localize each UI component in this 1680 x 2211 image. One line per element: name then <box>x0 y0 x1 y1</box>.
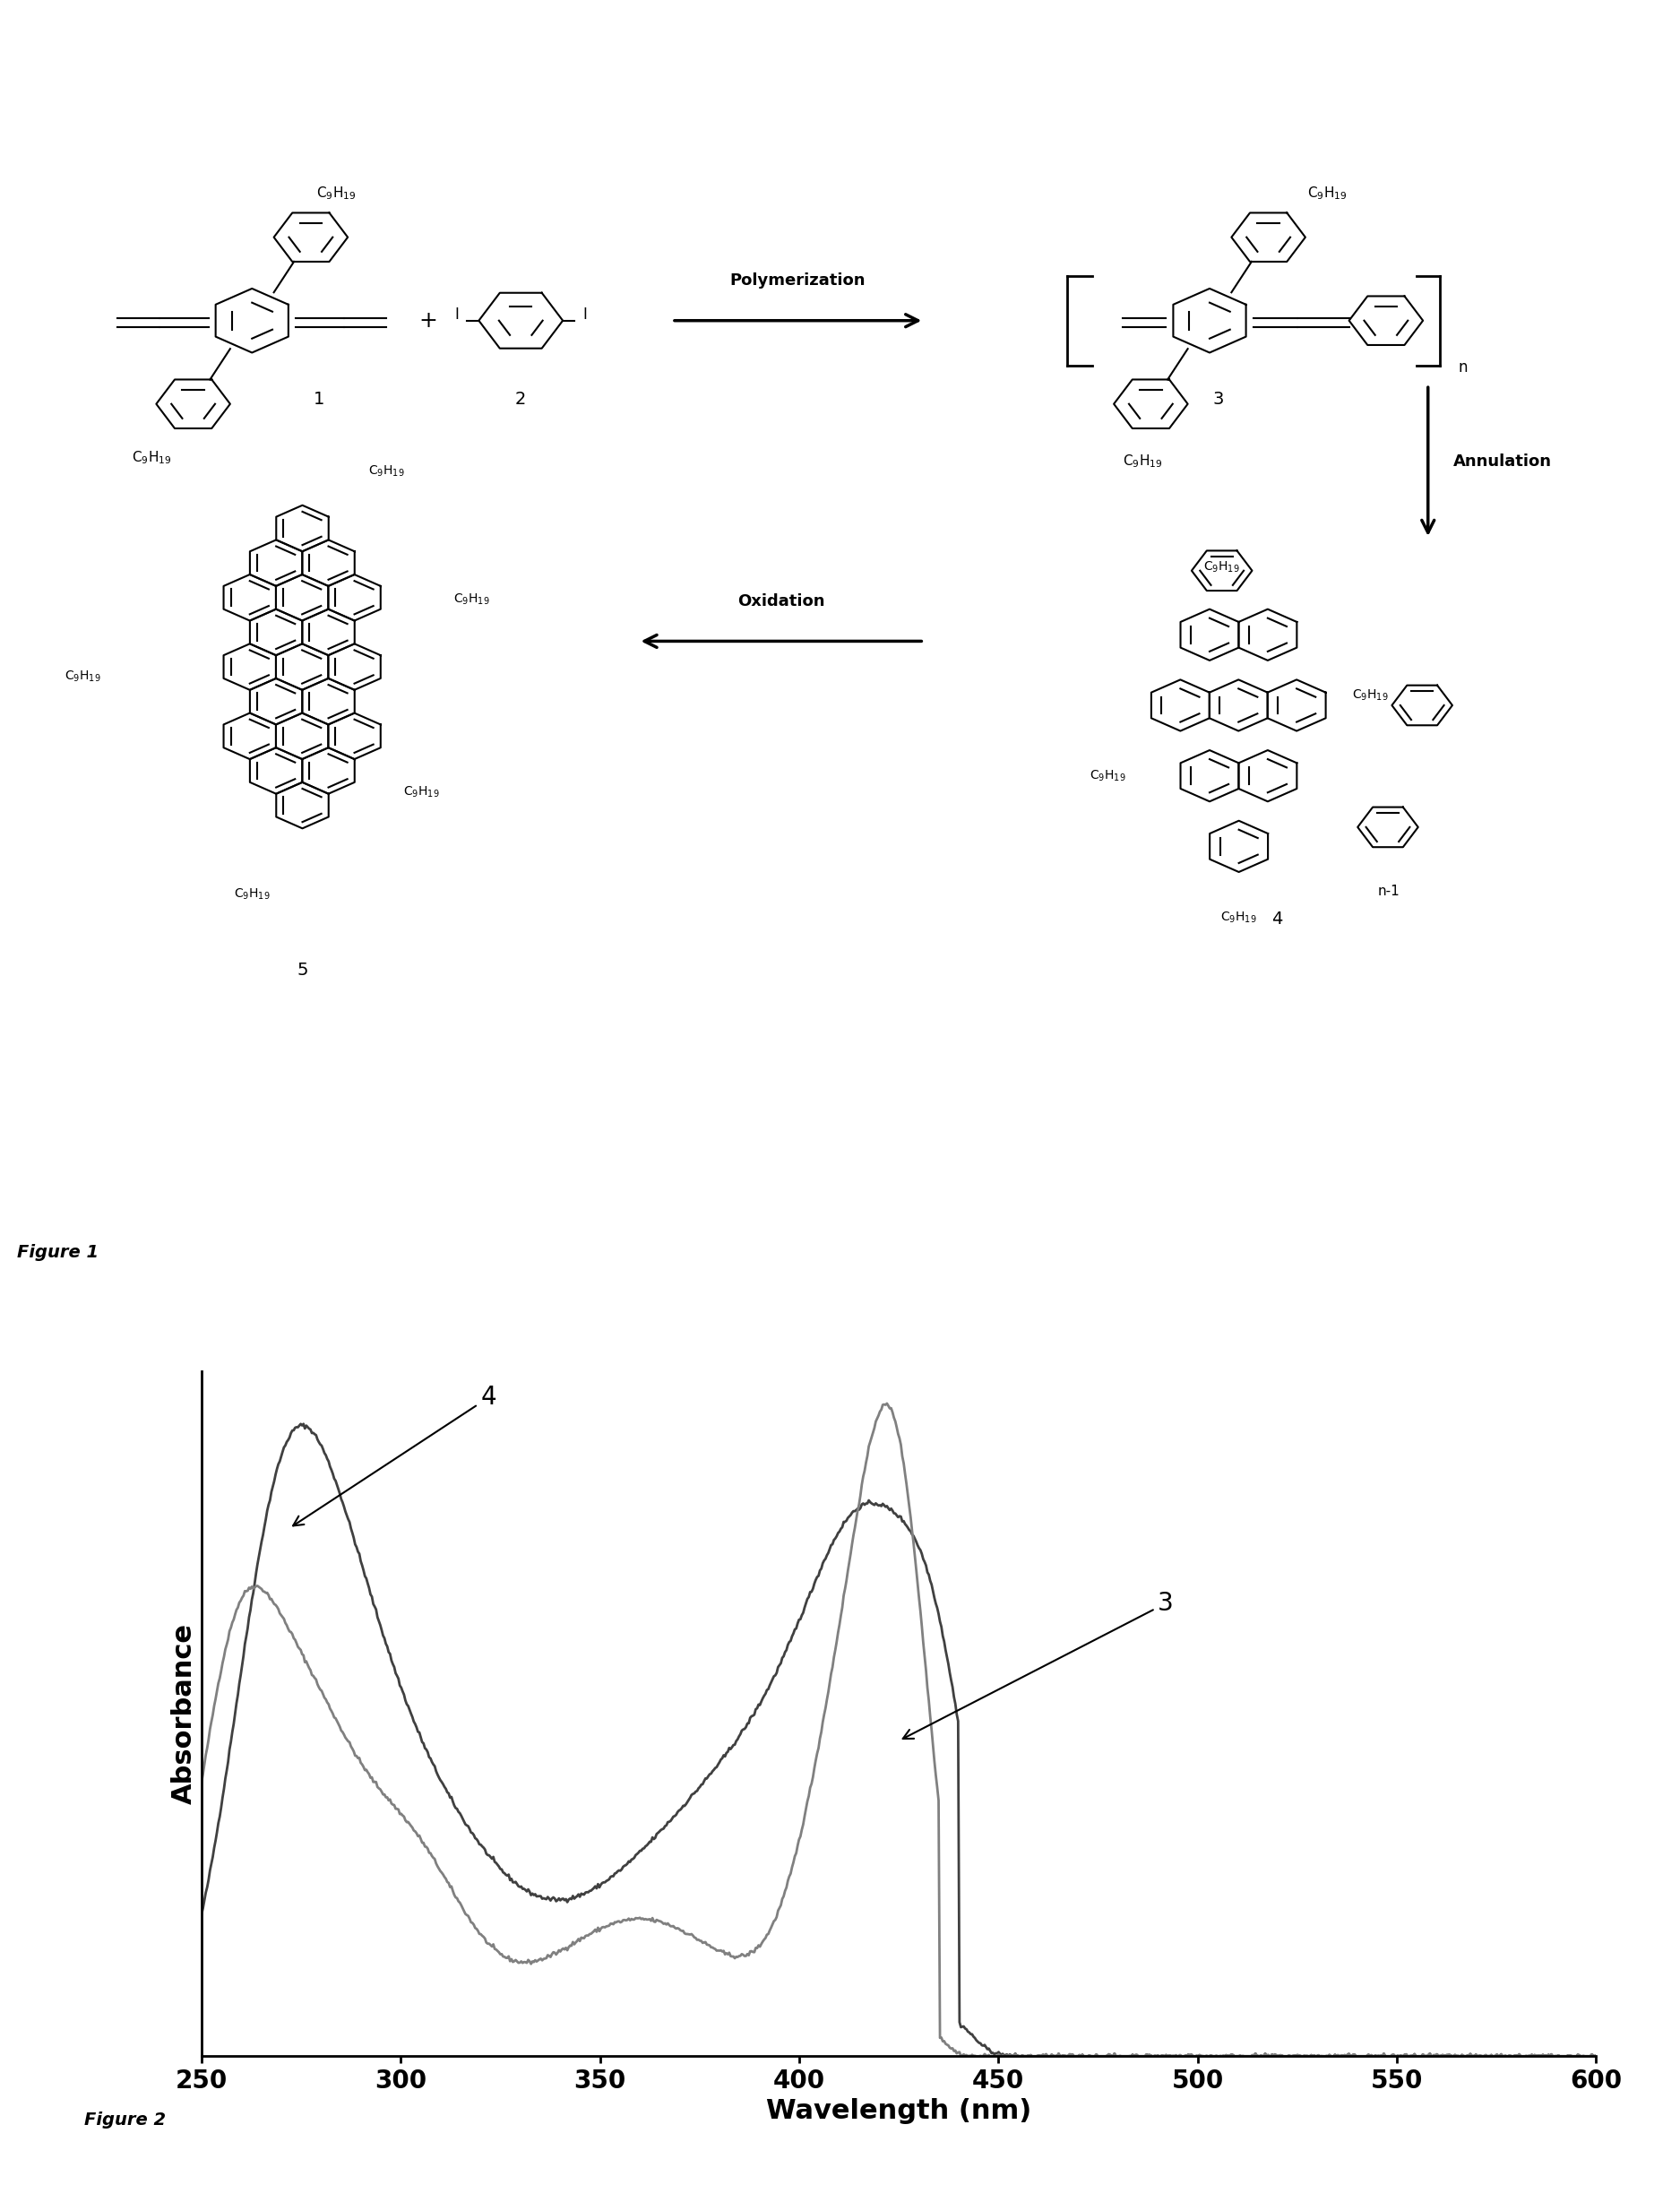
Text: C$_9$H$_{19}$: C$_9$H$_{19}$ <box>234 887 270 902</box>
Text: C$_9$H$_{19}$: C$_9$H$_{19}$ <box>131 449 171 467</box>
Text: 1: 1 <box>314 391 324 409</box>
Text: C$_9$H$_{19}$: C$_9$H$_{19}$ <box>368 464 405 478</box>
Text: 3: 3 <box>1213 391 1223 409</box>
Text: 5: 5 <box>297 962 307 979</box>
Text: 4: 4 <box>292 1384 496 1526</box>
Text: 4: 4 <box>1272 911 1282 929</box>
Text: I: I <box>455 305 459 323</box>
Text: Annulation: Annulation <box>1453 453 1552 469</box>
Text: Oxidation: Oxidation <box>738 593 825 608</box>
Text: I: I <box>583 305 586 323</box>
Text: C$_9$H$_{19}$: C$_9$H$_{19}$ <box>1307 184 1347 201</box>
Y-axis label: Absorbance: Absorbance <box>171 1623 197 1804</box>
Text: C$_9$H$_{19}$: C$_9$H$_{19}$ <box>454 593 491 606</box>
Text: +: + <box>418 310 438 332</box>
Text: n: n <box>1458 358 1468 376</box>
Text: Figure 2: Figure 2 <box>84 2112 166 2129</box>
Text: C$_9$H$_{19}$: C$_9$H$_{19}$ <box>1089 769 1126 783</box>
Text: C$_9$H$_{19}$: C$_9$H$_{19}$ <box>1203 559 1240 575</box>
Text: 3: 3 <box>902 1592 1174 1738</box>
Text: n-1: n-1 <box>1378 884 1399 898</box>
X-axis label: Wavelength (nm): Wavelength (nm) <box>766 2098 1032 2125</box>
Text: C$_9$H$_{19}$: C$_9$H$_{19}$ <box>1221 911 1257 924</box>
Text: C$_9$H$_{19}$: C$_9$H$_{19}$ <box>1122 453 1163 469</box>
Text: C$_9$H$_{19}$: C$_9$H$_{19}$ <box>403 785 440 798</box>
Text: Polymerization: Polymerization <box>731 272 865 290</box>
Text: C$_9$H$_{19}$: C$_9$H$_{19}$ <box>1352 688 1388 703</box>
Text: 2: 2 <box>516 391 526 409</box>
Text: C$_9$H$_{19}$: C$_9$H$_{19}$ <box>64 670 101 683</box>
Text: C$_9$H$_{19}$: C$_9$H$_{19}$ <box>316 184 356 201</box>
Text: Figure 1: Figure 1 <box>17 1245 99 1260</box>
